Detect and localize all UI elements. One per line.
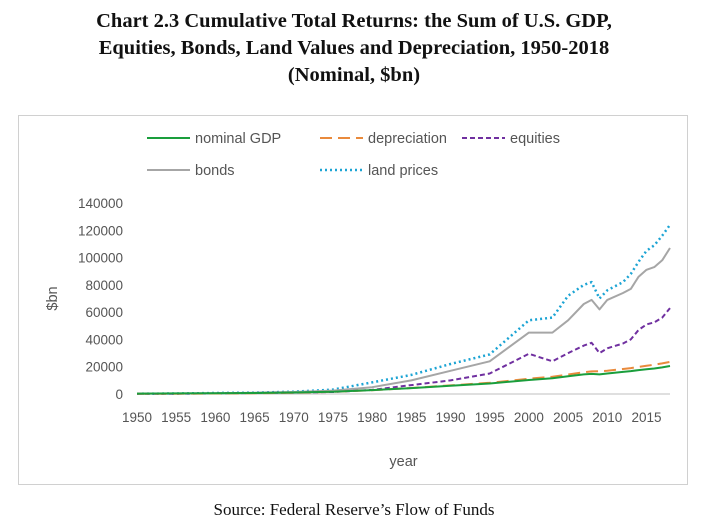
x-tick-label-13: 2015	[631, 410, 661, 425]
x-tick-label-8: 1990	[436, 410, 466, 425]
legend-label-land-prices: land prices	[368, 163, 438, 179]
y-tick-label-7: 140000	[78, 196, 123, 211]
x-tick-label-3: 1965	[240, 410, 270, 425]
x-tick-label-4: 1970	[279, 410, 309, 425]
x-tick-label-1: 1955	[161, 410, 191, 425]
y-tick-label-2: 40000	[85, 332, 123, 347]
x-tick-label-7: 1985	[396, 410, 426, 425]
title-line-1: Chart 2.3 Cumulative Total Returns: the …	[96, 10, 612, 32]
legend-label-nominal-GDP: nominal GDP	[195, 131, 281, 147]
x-tick-label-12: 2010	[592, 410, 622, 425]
legend-label-equities: equities	[510, 131, 560, 147]
y-tick-label-6: 120000	[78, 223, 123, 238]
y-tick-label-5: 100000	[78, 251, 123, 266]
x-tick-label-0: 1950	[122, 410, 152, 425]
x-tick-label-2: 1960	[200, 410, 230, 425]
x-tick-label-5: 1975	[318, 410, 348, 425]
chart-title: Chart 2.3 Cumulative Total Returns: the …	[0, 8, 708, 89]
legend-label-depreciation: depreciation	[368, 131, 447, 147]
x-tick-label-6: 1980	[357, 410, 387, 425]
x-axis-label: year	[389, 454, 417, 470]
line-chart: 0 20000 40000 60000 80000 100000 120000 140000 1…	[45, 131, 672, 470]
title-line-2: Equities, Bonds, Land Values and Depreci…	[98, 37, 610, 59]
y-tick-label-1: 20000	[85, 360, 123, 375]
x-tick-label-11: 2005	[553, 410, 583, 425]
series-line-nominal-GDP	[136, 365, 671, 395]
x-tick-label-9: 1995	[475, 410, 505, 425]
chart-frame: 0 20000 40000 60000 80000 100000 120000 140000 1…	[18, 115, 688, 485]
y-axis-label: $bn	[45, 286, 61, 310]
legend-label-bonds: bonds	[195, 163, 235, 179]
y-tick-label-4: 80000	[85, 278, 123, 293]
title-line-3: (Nominal, $bn)	[287, 64, 421, 86]
y-tick-label-3: 60000	[85, 305, 123, 320]
source-note: Source: Federal Reserve’s Flow of Funds	[213, 500, 495, 519]
x-tick-label-10: 2000	[514, 410, 544, 425]
series-line-land-prices	[136, 224, 672, 395]
y-tick-label-0: 0	[115, 387, 123, 402]
